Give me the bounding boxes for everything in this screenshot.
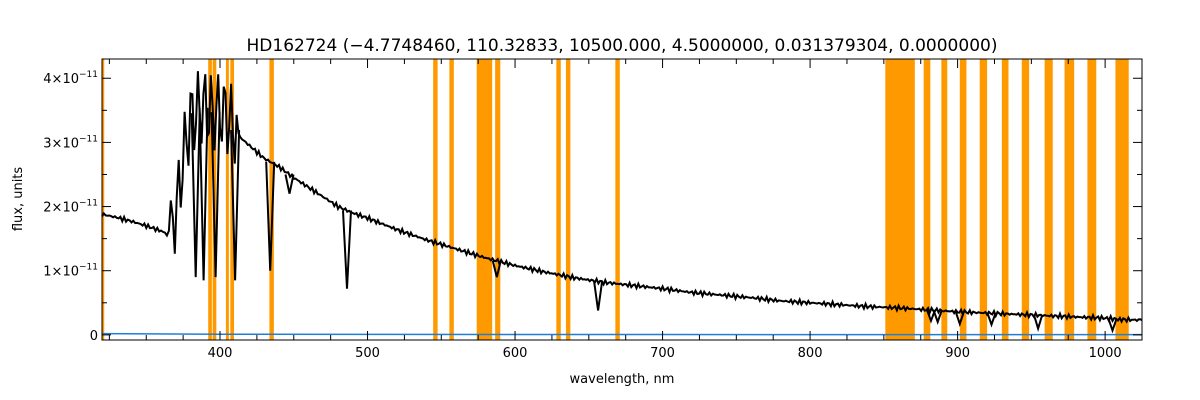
x-tick-label-800: 800	[798, 346, 823, 361]
masked-band-11	[565, 59, 571, 340]
series-line-1	[101, 332, 1142, 336]
x-tick-label-700: 700	[650, 346, 675, 361]
masked-band-22	[1087, 59, 1097, 340]
x-tick-label-600: 600	[503, 346, 528, 361]
absorption-line-7	[491, 260, 502, 278]
masked-band-17	[979, 59, 988, 340]
y-axis: 0 1×10−11 2×10−11 3×10−11 4×10−11	[43, 70, 1142, 344]
masked-band-19	[1021, 59, 1030, 340]
masked-band-10	[556, 59, 561, 340]
absorption-line-3	[230, 129, 241, 281]
masked-band-18	[1001, 59, 1009, 340]
absorption-line-2	[210, 112, 221, 278]
absorption-line-1	[198, 107, 209, 281]
absorption-line-0	[190, 113, 201, 278]
absorption-line-12	[986, 312, 997, 328]
absorption-line-9	[926, 309, 936, 324]
y-axis-title: flux, units	[11, 167, 26, 232]
masked-band-7	[449, 59, 454, 340]
masked-band-5	[269, 59, 274, 340]
masked-band-23	[1115, 59, 1129, 340]
masked-band-12	[615, 59, 620, 340]
absorption-line-5	[284, 174, 295, 194]
masked-band-16	[959, 59, 967, 340]
x-tick-label-900: 900	[945, 346, 970, 361]
x-tick-label-400: 400	[208, 346, 233, 361]
masked-band-15	[941, 59, 948, 340]
x-axis-title: wavelength, nm	[570, 372, 675, 387]
y-tick-label-3: 3×10−11	[43, 134, 98, 151]
absorption-line-8	[593, 281, 604, 311]
chart-title: HD162724 (−4.7748460, 110.32833, 10500.0…	[247, 36, 998, 56]
x-tick-label-500: 500	[355, 346, 380, 361]
masked-band-9	[495, 59, 501, 340]
absorption-line-14	[1107, 318, 1118, 334]
masked-band-1	[208, 59, 212, 340]
series-line-0	[101, 71, 1143, 324]
y-tick-label-2: 2×10−11	[43, 199, 98, 216]
y-tick-label-4: 4×10−11	[43, 70, 98, 87]
masked-band-3	[225, 59, 229, 340]
masked-band-21	[1064, 59, 1075, 340]
absorption-line-6	[342, 210, 352, 289]
masked-band-20	[1044, 59, 1053, 340]
masked-band-14	[923, 59, 931, 340]
data-series	[101, 71, 1143, 336]
absorption-line-11	[954, 311, 965, 328]
masked-bands	[102, 59, 1129, 340]
y-tick-label-1: 1×10−11	[43, 263, 98, 280]
absorption-line-4	[265, 161, 276, 271]
plot-frame	[101, 58, 1143, 341]
masked-band-6	[433, 59, 438, 340]
x-tick-label-1000: 1000	[1089, 346, 1122, 361]
x-axis: 400 500 600 700 800 900 1000	[108, 59, 1143, 361]
absorption-line-13	[1033, 315, 1044, 332]
absorption-line-10	[932, 310, 943, 326]
masked-band-13	[885, 59, 915, 340]
masked-band-8	[476, 59, 493, 340]
y-tick-label-0: 0	[90, 329, 98, 344]
masked-band-0	[102, 59, 105, 340]
